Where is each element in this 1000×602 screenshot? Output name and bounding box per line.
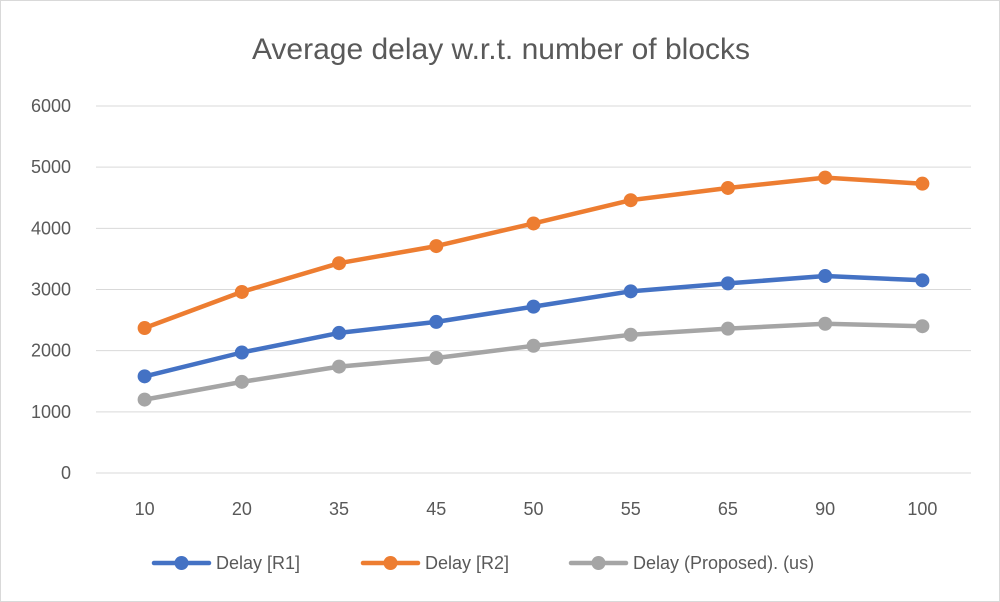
legend-label: Delay [R2] (425, 553, 509, 573)
x-axis-ticks: 10 20 35 45 50 55 65 90 100 (135, 499, 938, 519)
data-point (526, 216, 541, 231)
x-tick-label: 35 (329, 499, 349, 519)
data-point (234, 374, 249, 389)
data-point (429, 351, 444, 366)
y-tick-label: 4000 (31, 218, 71, 238)
data-point (623, 193, 638, 208)
data-point (818, 316, 833, 331)
data-point (720, 321, 735, 336)
series-2 (137, 170, 930, 336)
legend-item-2: Delay [R2] (360, 553, 509, 573)
data-point (915, 319, 930, 334)
series-1 (137, 269, 930, 384)
data-point (332, 325, 347, 340)
data-point (915, 176, 930, 191)
data-point (137, 369, 152, 384)
data-point (720, 180, 735, 195)
y-tick-label: 6000 (31, 96, 71, 116)
y-tick-label: 2000 (31, 341, 71, 361)
data-point (720, 276, 735, 291)
data-point (623, 284, 638, 299)
y-axis-ticks: 0 1000 2000 3000 4000 5000 6000 (31, 96, 71, 483)
data-point (234, 284, 249, 299)
x-tick-label: 100 (907, 499, 937, 519)
data-point (332, 359, 347, 374)
data-point (915, 273, 930, 288)
gridlines (96, 105, 971, 474)
x-tick-label: 45 (426, 499, 446, 519)
data-point (234, 345, 249, 360)
data-point (429, 314, 444, 329)
legend-label: Delay (Proposed). (us) (633, 553, 814, 573)
x-tick-label: 55 (621, 499, 641, 519)
legend-item-1: Delay [R1] (151, 553, 300, 573)
y-tick-label: 3000 (31, 280, 71, 300)
legend-swatch-marker (383, 556, 398, 570)
legend-swatch-marker (591, 556, 606, 570)
data-point (818, 170, 833, 185)
legend: Delay [R1] Delay [R2] Delay (Proposed). (u… (151, 553, 814, 573)
x-tick-label: 50 (523, 499, 543, 519)
x-tick-label: 20 (232, 499, 252, 519)
x-tick-label: 90 (815, 499, 835, 519)
x-tick-label: 65 (718, 499, 738, 519)
chart-title: Average delay w.r.t. number of blocks (252, 33, 750, 66)
x-tick-label: 10 (135, 499, 155, 519)
data-point (137, 392, 152, 407)
data-point (526, 299, 541, 314)
data-point (818, 269, 833, 284)
legend-label: Delay [R1] (216, 553, 300, 573)
series-layer (137, 170, 930, 407)
y-tick-label: 1000 (31, 402, 71, 422)
legend-swatch-marker (174, 556, 189, 570)
y-tick-label: 5000 (31, 157, 71, 177)
series-3 (137, 316, 930, 407)
data-point (332, 256, 347, 271)
data-point (526, 338, 541, 353)
data-point (137, 321, 152, 336)
data-point (429, 239, 444, 254)
series-line (142, 321, 925, 402)
data-point (623, 327, 638, 342)
y-tick-label: 0 (61, 463, 71, 483)
legend-item-3: Delay (Proposed). (us) (568, 553, 814, 573)
